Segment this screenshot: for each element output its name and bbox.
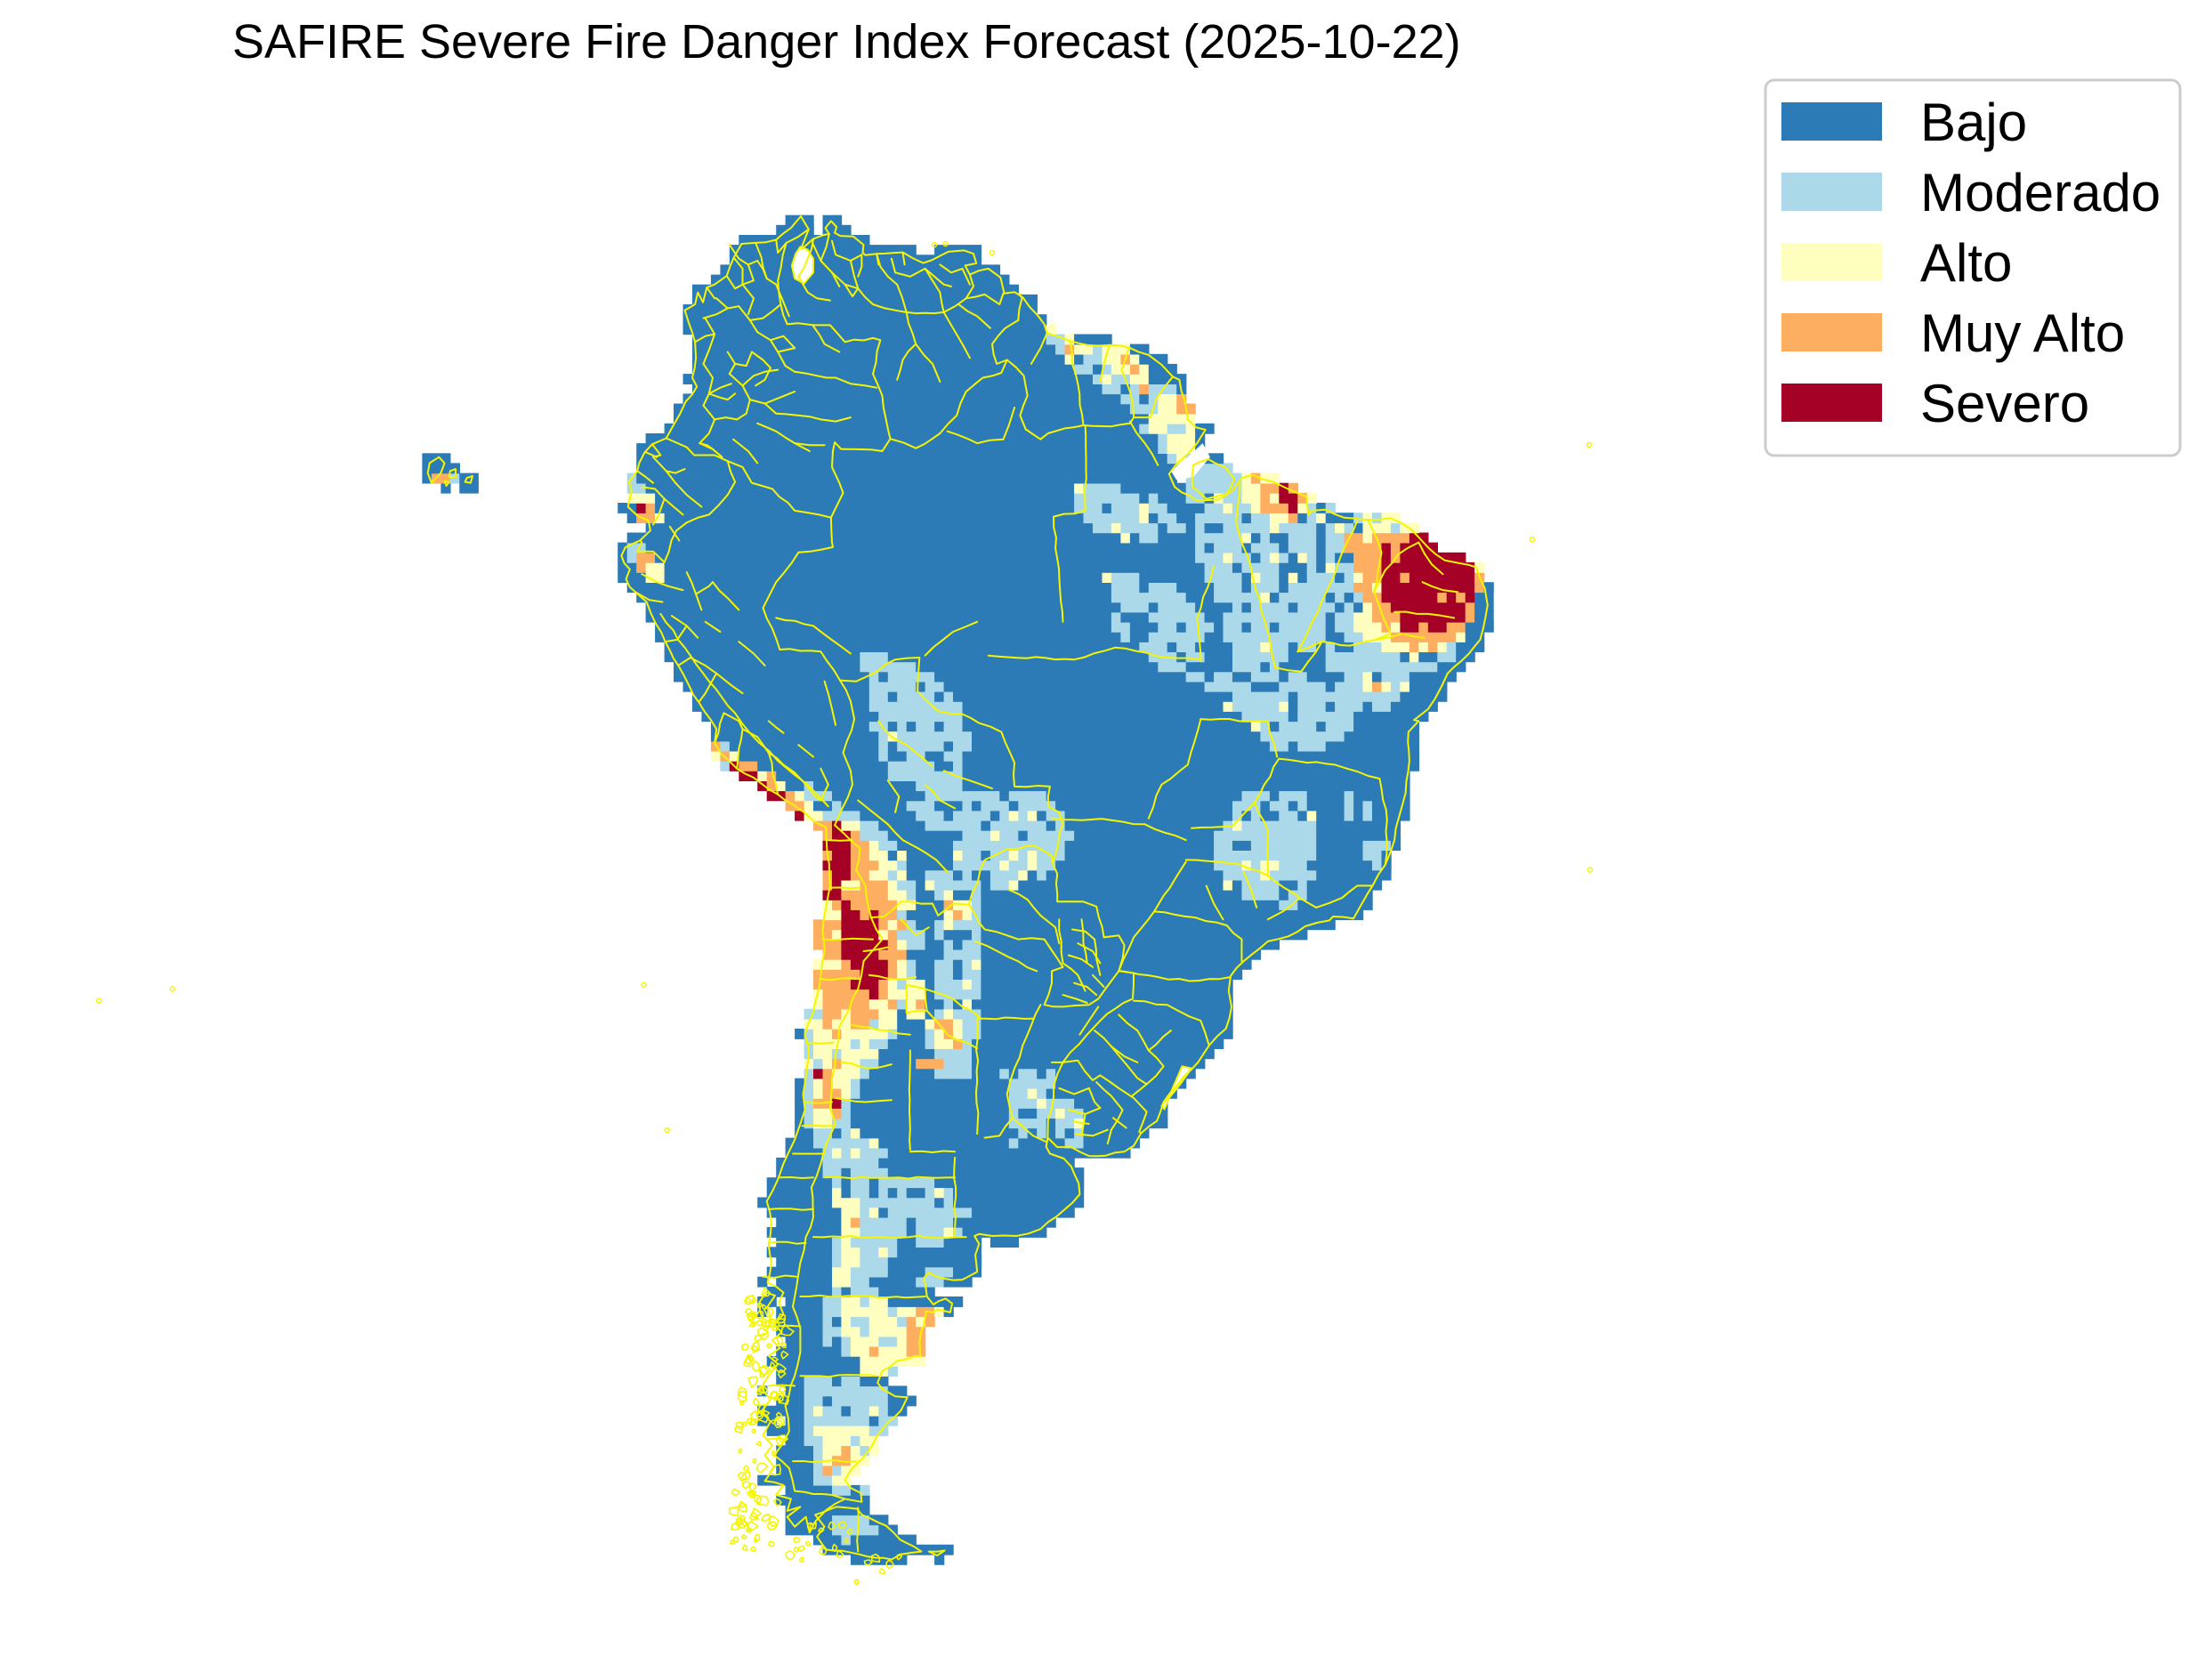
svg-text:Bajo: Bajo bbox=[1920, 93, 2027, 152]
svg-text:SAFIRE Severe Fire Danger Inde: SAFIRE Severe Fire Danger Index Forecast… bbox=[232, 15, 1461, 69]
svg-text:Moderado: Moderado bbox=[1920, 163, 2161, 222]
svg-text:Alto: Alto bbox=[1920, 233, 2012, 293]
svg-text:Muy Alto: Muy Alto bbox=[1920, 303, 2125, 363]
svg-text:Severo: Severo bbox=[1920, 374, 2089, 433]
